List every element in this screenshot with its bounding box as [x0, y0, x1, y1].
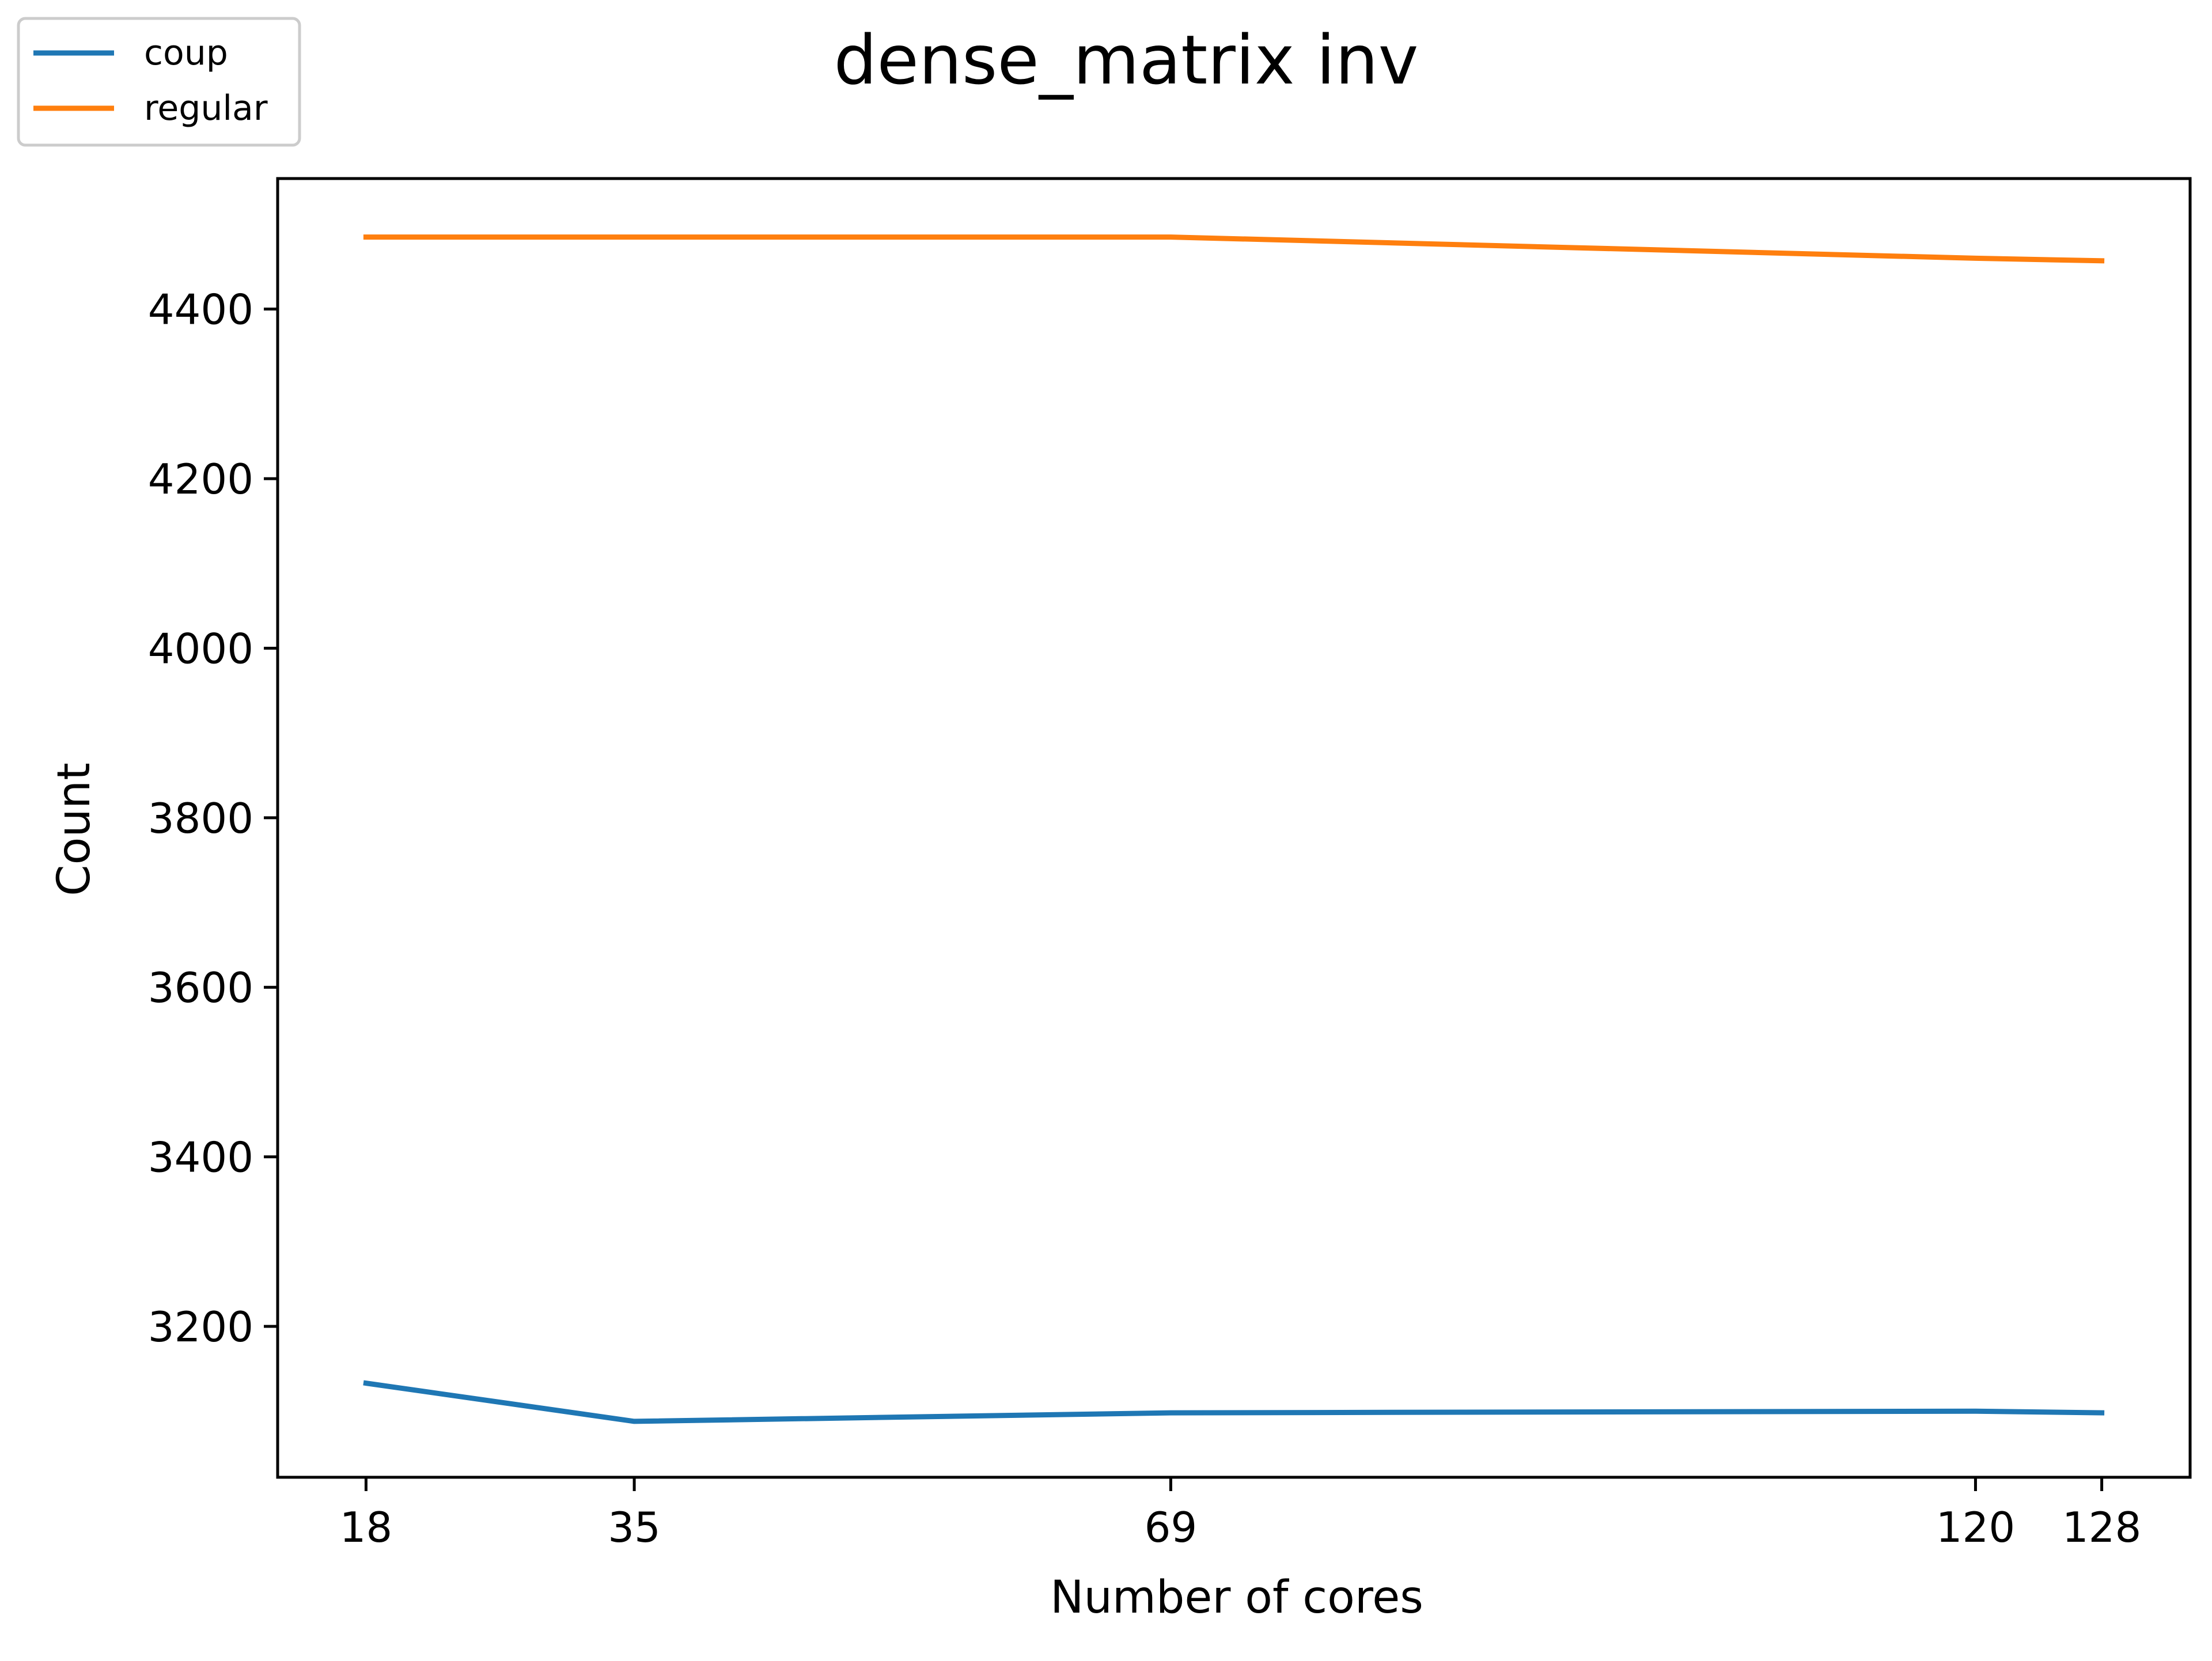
y-tick-label: 4000 — [148, 624, 253, 673]
y-tick-label: 3600 — [148, 964, 253, 1012]
x-tick-label: 128 — [2062, 1503, 2141, 1552]
series-line-coup — [363, 1380, 2105, 1424]
y-tick-label: 3400 — [148, 1133, 253, 1182]
x-tick-label: 120 — [1936, 1503, 2015, 1552]
legend: coup regular — [17, 17, 301, 147]
x-tick-label: 69 — [1145, 1503, 1198, 1552]
y-axis-label: Count — [48, 763, 100, 896]
legend-label-coup: coup — [144, 33, 228, 73]
legend-label-regular: regular — [144, 88, 268, 128]
y-tick-label: 3200 — [148, 1303, 253, 1351]
y-tick-label: 4200 — [148, 455, 253, 503]
legend-box — [17, 17, 301, 147]
x-tick-label: 18 — [340, 1503, 393, 1552]
chart-title: dense_matrix inv — [834, 20, 1419, 100]
y-tick-label: 4400 — [148, 286, 253, 334]
plot-area: 18 35 69 120 128 3200 3400 3600 3800 4000 4200 4400 — [148, 177, 2192, 1552]
y-tick-label: 3800 — [148, 794, 253, 843]
x-tick-label: 35 — [608, 1503, 661, 1552]
plot-frame — [276, 177, 2192, 1479]
x-axis-label: Number of cores — [1050, 1572, 1423, 1624]
series-line-regular — [363, 234, 2105, 264]
